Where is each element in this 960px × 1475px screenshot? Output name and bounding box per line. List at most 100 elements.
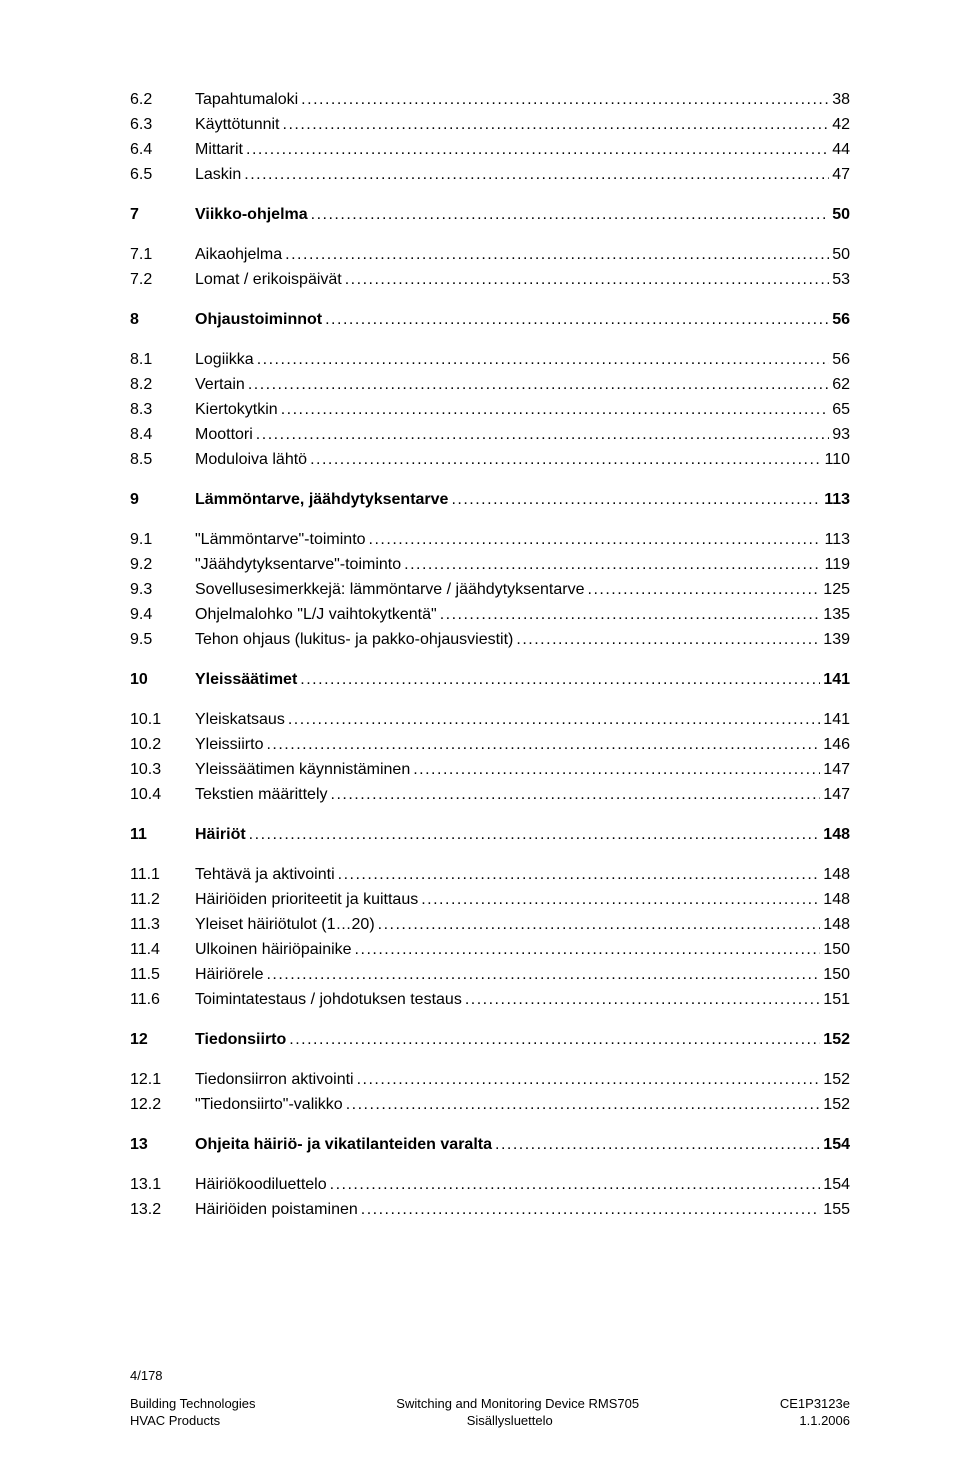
toc-entry-leader: ........................................…	[244, 165, 829, 185]
toc-entry: 12Tiedonsiirto..........................…	[130, 1030, 850, 1050]
toc-entry-page: 151	[823, 990, 850, 1010]
toc-entry-page: 150	[823, 940, 850, 960]
page-footer: 4/178 Building Technologies Switching an…	[0, 1367, 960, 1430]
toc-entry-number: 9.5	[130, 630, 195, 650]
toc-entry-label: Yleissäätimen käynnistäminen	[195, 760, 410, 780]
toc-entry: 11.6Toimintatestaus / johdotuksen testau…	[130, 990, 850, 1010]
toc-entry: 11.5Häiriörele..........................…	[130, 965, 850, 985]
toc-entry-label: Ohjelmalohko "L/J vaihtokytkentä"	[195, 605, 437, 625]
toc-entry-number: 10.1	[130, 710, 195, 730]
toc-entry-label: Tehtävä ja aktivointi	[195, 865, 335, 885]
toc-entry-label: Yleissiirto	[195, 735, 263, 755]
toc-entry-leader: ........................................…	[325, 310, 829, 330]
toc-entry: 7.1Aikaohjelma..........................…	[130, 245, 850, 265]
toc-entry-label: Tiedonsiirto	[195, 1030, 286, 1050]
footer-right-line-2: 1.1.2006	[799, 1412, 850, 1430]
toc-entry-leader: ........................................…	[346, 1095, 821, 1115]
toc-entry-label: Lämmöntarve, jäähdytyksentarve	[195, 490, 448, 510]
toc-entry-label: Tapahtumaloki	[195, 90, 298, 110]
toc-entry-page: 113	[824, 490, 850, 510]
footer-left-line-1: Building Technologies	[130, 1395, 256, 1413]
toc-entry-leader: ........................................…	[301, 90, 829, 110]
toc-entry-label: Toimintatestaus / johdotuksen testaus	[195, 990, 462, 1010]
toc-entry-label: Kiertokytkin	[195, 400, 278, 420]
toc-entry-page: 50	[832, 205, 850, 225]
toc-entry-page: 110	[824, 450, 850, 470]
toc-entry-page: 125	[823, 580, 850, 600]
toc-entry-leader: ........................................…	[361, 1200, 821, 1220]
toc-entry-label: Tiedonsiirron aktivointi	[195, 1070, 354, 1090]
toc-entry-leader: ........................................…	[330, 1175, 821, 1195]
toc-entry-number: 11.2	[130, 890, 195, 910]
toc-entry-number: 9.4	[130, 605, 195, 625]
toc-entry-leader: ........................................…	[249, 825, 821, 845]
toc-entry-label: Tekstien määrittely	[195, 785, 328, 805]
toc-entry-number: 10	[130, 670, 195, 690]
toc-entry-number: 10.4	[130, 785, 195, 805]
footer-center-line-2: Sisällysluettelo	[467, 1412, 553, 1430]
toc-entry-label: Yleiskatsaus	[195, 710, 285, 730]
footer-left-line-2: HVAC Products	[130, 1412, 220, 1430]
toc-entry-leader: ........................................…	[283, 115, 830, 135]
toc-entry-number: 11.4	[130, 940, 195, 960]
toc-entry-leader: ........................................…	[465, 990, 820, 1010]
toc-entry-leader: ........................................…	[248, 375, 829, 395]
toc-entry-leader: ........................................…	[345, 270, 829, 290]
toc-entry: 7.2Lomat / erikoispäivät................…	[130, 270, 850, 290]
toc-entry: 8.4Moottori.............................…	[130, 425, 850, 445]
toc-entry: 8.1Logiikka.............................…	[130, 350, 850, 370]
toc-entry-page: 152	[823, 1030, 850, 1050]
toc-entry: 11.3Yleiset häiriötulot (1…20)..........…	[130, 915, 850, 935]
toc-entry-number: 12.1	[130, 1070, 195, 1090]
toc-entry: 9.3Sovellusesimerkkejä: lämmöntarve / jä…	[130, 580, 850, 600]
toc-entry-label: Häiriöiden prioriteetit ja kuittaus	[195, 890, 418, 910]
toc-entry-page: 148	[823, 915, 850, 935]
toc-entry-label: Moduloiva lähtö	[195, 450, 307, 470]
toc-entry-number: 6.4	[130, 140, 195, 160]
toc-entry-label: Sovellusesimerkkejä: lämmöntarve / jäähd…	[195, 580, 585, 600]
toc-entry-leader: ........................................…	[256, 425, 829, 445]
toc-entry-number: 11.6	[130, 990, 195, 1010]
toc-entry: 9.4Ohjelmalohko "L/J vaihtokytkentä"....…	[130, 605, 850, 625]
toc-entry-number: 7	[130, 205, 195, 225]
toc-entry-leader: ........................................…	[378, 915, 821, 935]
toc-entry-number: 13.1	[130, 1175, 195, 1195]
toc-entry-leader: ........................................…	[288, 710, 820, 730]
toc-entry-number: 9.1	[130, 530, 195, 550]
toc-entry-number: 9	[130, 490, 195, 510]
toc-entry: 11.1Tehtävä ja aktivointi...............…	[130, 865, 850, 885]
toc-entry-leader: ........................................…	[451, 490, 821, 510]
toc-entry: 11.4Ulkoinen häiriöpainike..............…	[130, 940, 850, 960]
toc-entry-leader: ........................................…	[310, 450, 821, 470]
toc-entry-number: 10.3	[130, 760, 195, 780]
toc-entry-leader: ........................................…	[495, 1135, 820, 1155]
toc-entry-leader: ........................................…	[285, 245, 829, 265]
toc-entry-leader: ........................................…	[357, 1070, 821, 1090]
toc-entry-label: Viikko-ohjelma	[195, 205, 308, 225]
toc-entry-page: 113	[824, 530, 850, 550]
toc-entry-label: Laskin	[195, 165, 241, 185]
toc-entry-number: 8.2	[130, 375, 195, 395]
footer-page-number: 4/178	[130, 1367, 163, 1385]
toc-entry-number: 11.5	[130, 965, 195, 985]
toc-entry-page: 56	[832, 310, 850, 330]
toc-entry: 6.2Tapahtumaloki........................…	[130, 90, 850, 110]
toc-entry-number: 8.1	[130, 350, 195, 370]
toc-entry-label: "Jäähdytyksentarve"-toiminto	[195, 555, 401, 575]
toc-entry-number: 8	[130, 310, 195, 330]
toc-entry: 9.2"Jäähdytyksentarve"-toiminto.........…	[130, 555, 850, 575]
toc-entry-page: 65	[832, 400, 850, 420]
toc-entry: 6.5Laskin...............................…	[130, 165, 850, 185]
toc-entry: 13.1Häiriökoodiluettelo.................…	[130, 1175, 850, 1195]
toc-entry-page: 146	[823, 735, 850, 755]
toc-entry-leader: ........................................…	[369, 530, 822, 550]
toc-entry-number: 11	[130, 825, 195, 845]
toc-entry-label: Ulkoinen häiriöpainike	[195, 940, 352, 960]
toc-entry-page: 148	[823, 865, 850, 885]
toc-entry-number: 9.3	[130, 580, 195, 600]
toc-entry-label: Logiikka	[195, 350, 254, 370]
toc-entry-leader: ........................................…	[331, 785, 821, 805]
toc-entry-leader: ........................................…	[289, 1030, 820, 1050]
toc-entry-label: Ohjaustoiminnot	[195, 310, 322, 330]
toc-entry-label: "Tiedonsiirto"-valikko	[195, 1095, 343, 1115]
